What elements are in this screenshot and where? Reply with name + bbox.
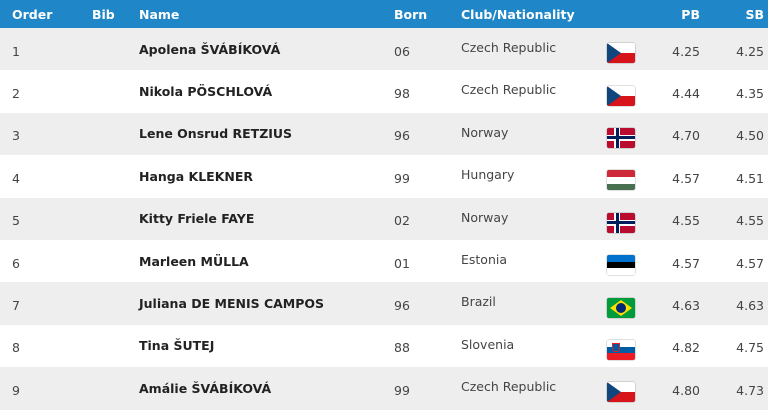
athlete-name-link[interactable]: Hanga KLEKNER — [139, 168, 254, 184]
table-row: 1 Apolena ŠVÁBÍKOVÁ 06 Czech Republic 4.25 4.… — [0, 28, 768, 71]
athlete-name-link[interactable]: Juliana DE MENIS CAMPOS — [139, 296, 325, 312]
club-cell: Estonia — [461, 251, 508, 267]
header-born[interactable]: Born — [394, 6, 428, 22]
header-name[interactable]: Name — [139, 6, 180, 22]
club-cell: Czech Republic — [461, 40, 557, 55]
sb-cell: 4.51 — [736, 170, 764, 186]
athlete-name-link[interactable]: Amálie ŠVÁBÍKOVÁ — [139, 380, 272, 396]
order-cell: 9 — [12, 382, 20, 398]
estonia-flag-icon — [607, 255, 635, 276]
order-cell: 8 — [12, 340, 20, 356]
order-cell: 3 — [12, 128, 20, 144]
athlete-name-link[interactable]: Lene Onsrud RETZIUS — [139, 126, 293, 142]
athlete-name-link[interactable]: Marleen MÜLLA — [139, 253, 249, 269]
czech-flag-icon — [607, 382, 635, 403]
order-cell: 1 — [12, 43, 20, 59]
flag-cell — [607, 113, 635, 155]
table-row: 5 Kitty Friele FAYE 02 Norway 4.55 4.55 — [0, 197, 768, 240]
sb-cell: 4.25 — [736, 43, 764, 59]
born-cell: 96 — [394, 298, 410, 314]
club-cell: Hungary — [461, 167, 515, 183]
table-row: 8 Tina ŠUTEJ 88 Slovenia 4.82 4.75 — [0, 324, 768, 368]
header-pb[interactable]: PB — [681, 6, 700, 22]
order-cell: 5 — [12, 213, 20, 229]
pb-cell: 4.55 — [672, 213, 700, 229]
club-cell: Czech Republic — [461, 82, 557, 98]
club-cell: Czech Republic — [461, 379, 557, 395]
born-cell: 06 — [394, 43, 410, 59]
slovenia-flag-icon — [607, 339, 635, 360]
header-club[interactable]: Club/Nationality — [461, 6, 575, 22]
sb-cell: 4.75 — [736, 340, 764, 356]
norway-flag-icon — [607, 212, 635, 233]
czech-flag-icon — [607, 85, 635, 106]
flag-cell — [607, 240, 635, 282]
sb-cell: 4.57 — [736, 255, 764, 271]
header-sb[interactable]: SB — [745, 6, 764, 22]
table-row: 2 Nikola PÖSCHLOVÁ 98 Czech Republic 4.44 4.3… — [0, 70, 768, 113]
athlete-name-link[interactable]: Tina ŠUTEJ — [139, 338, 215, 354]
pb-cell: 4.25 — [672, 43, 700, 59]
order-cell: 7 — [12, 298, 20, 314]
pb-cell: 4.70 — [672, 128, 700, 144]
club-cell: Norway — [461, 209, 509, 225]
czech-flag-icon — [607, 43, 635, 64]
order-cell: 4 — [12, 170, 20, 186]
order-cell: 6 — [12, 255, 20, 271]
table-header: Order Bib Name Born Club/Nationality PB … — [0, 0, 768, 28]
athlete-name-link[interactable]: Kitty Friele FAYE — [139, 211, 255, 227]
pb-cell: 4.57 — [672, 170, 700, 186]
sb-cell: 4.63 — [736, 298, 764, 314]
table-row: 6 Marleen MÜLLA 01 Estonia 4.57 4.57 — [0, 239, 768, 283]
pb-cell: 4.63 — [672, 298, 700, 314]
pb-cell: 4.82 — [672, 340, 700, 356]
table-row: 9 Amálie ŠVÁBÍKOVÁ 99 Czech Republic 4.80 4.7… — [0, 367, 768, 410]
header-order[interactable]: Order — [12, 6, 53, 22]
born-cell: 96 — [394, 128, 410, 144]
brazil-flag-icon — [607, 297, 635, 318]
born-cell: 02 — [394, 213, 410, 229]
norway-flag-icon — [607, 127, 635, 148]
flag-cell — [607, 367, 635, 409]
flag-cell — [607, 282, 635, 324]
table-row: 3 Lene Onsrud RETZIUS 96 Norway 4.70 4.50 — [0, 112, 768, 156]
athlete-name-link[interactable]: Nikola PÖSCHLOVÁ — [139, 84, 273, 100]
born-cell: 99 — [394, 170, 410, 186]
club-cell: Brazil — [461, 294, 496, 310]
order-cell: 2 — [12, 86, 20, 102]
table-row: 4 Hanga KLEKNER 99 Hungary 4.57 4.51 — [0, 155, 768, 198]
hungary-flag-icon — [607, 170, 635, 191]
born-cell: 98 — [394, 86, 410, 102]
born-cell: 01 — [394, 255, 410, 271]
club-cell: Slovenia — [461, 336, 515, 352]
header-bib[interactable]: Bib — [92, 6, 115, 22]
flag-cell — [607, 155, 635, 197]
sb-cell: 4.55 — [736, 213, 764, 229]
flag-cell — [607, 198, 635, 240]
pb-cell: 4.80 — [672, 382, 700, 398]
born-cell: 88 — [394, 340, 410, 356]
pb-cell: 4.44 — [672, 86, 700, 102]
club-cell: Norway — [461, 124, 509, 140]
athlete-name-link[interactable]: Apolena ŠVÁBÍKOVÁ — [139, 41, 281, 57]
flag-cell — [607, 28, 635, 70]
table-body: 1 Apolena ŠVÁBÍKOVÁ 06 Czech Republic 4.25 4.… — [0, 28, 768, 410]
flag-cell — [607, 325, 635, 367]
flag-cell — [607, 70, 635, 112]
table-row: 7 Juliana DE MENIS CAMPOS 96 Brazil 4.63 4.63 — [0, 282, 768, 325]
sb-cell: 4.35 — [736, 86, 764, 102]
sb-cell: 4.73 — [736, 382, 764, 398]
pb-cell: 4.57 — [672, 255, 700, 271]
sb-cell: 4.50 — [736, 128, 764, 144]
born-cell: 99 — [394, 382, 410, 398]
